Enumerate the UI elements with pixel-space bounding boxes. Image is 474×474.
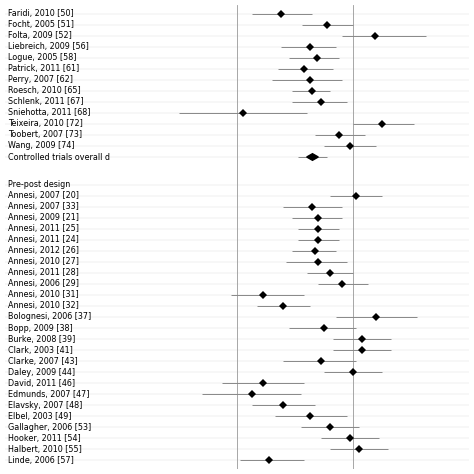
Text: Liebreich, 2009 [56]: Liebreich, 2009 [56] bbox=[8, 42, 89, 51]
Text: Roesch, 2010 [65]: Roesch, 2010 [65] bbox=[8, 86, 81, 95]
Text: Pre-post design: Pre-post design bbox=[8, 180, 70, 189]
Text: Annesi, 2010 [31]: Annesi, 2010 [31] bbox=[8, 291, 78, 300]
Text: Bopp, 2009 [38]: Bopp, 2009 [38] bbox=[8, 324, 73, 333]
Text: Sniehotta, 2011 [68]: Sniehotta, 2011 [68] bbox=[8, 109, 90, 118]
Text: Annesi, 2009 [21]: Annesi, 2009 [21] bbox=[8, 213, 79, 222]
Text: Bolognesi, 2006 [37]: Bolognesi, 2006 [37] bbox=[8, 312, 91, 321]
Text: Elavsky, 2007 [48]: Elavsky, 2007 [48] bbox=[8, 401, 82, 410]
Text: Perry, 2007 [62]: Perry, 2007 [62] bbox=[8, 75, 73, 84]
Text: Annesi, 2012 [26]: Annesi, 2012 [26] bbox=[8, 246, 79, 255]
Text: Clarke, 2007 [43]: Clarke, 2007 [43] bbox=[8, 356, 77, 365]
Text: Annesi, 2006 [29]: Annesi, 2006 [29] bbox=[8, 279, 79, 288]
Text: Elbel, 2003 [49]: Elbel, 2003 [49] bbox=[8, 412, 71, 421]
Text: Controlled trials overall d: Controlled trials overall d bbox=[8, 153, 109, 162]
Text: Wang, 2009 [74]: Wang, 2009 [74] bbox=[8, 141, 74, 150]
Text: Folta, 2009 [52]: Folta, 2009 [52] bbox=[8, 31, 72, 40]
Text: Annesi, 2010 [32]: Annesi, 2010 [32] bbox=[8, 301, 79, 310]
Text: Schlenk, 2011 [67]: Schlenk, 2011 [67] bbox=[8, 97, 83, 106]
Text: Edmunds, 2007 [47]: Edmunds, 2007 [47] bbox=[8, 390, 89, 399]
Text: Halbert, 2010 [55]: Halbert, 2010 [55] bbox=[8, 445, 82, 454]
Text: Daley, 2009 [44]: Daley, 2009 [44] bbox=[8, 368, 75, 377]
Text: Logue, 2005 [58]: Logue, 2005 [58] bbox=[8, 53, 76, 62]
Text: Annesi, 2011 [28]: Annesi, 2011 [28] bbox=[8, 268, 79, 277]
Text: Gallagher, 2006 [53]: Gallagher, 2006 [53] bbox=[8, 423, 91, 432]
Text: Annesi, 2011 [24]: Annesi, 2011 [24] bbox=[8, 235, 79, 244]
Text: Teixeira, 2010 [72]: Teixeira, 2010 [72] bbox=[8, 119, 82, 128]
Text: Clark, 2003 [41]: Clark, 2003 [41] bbox=[8, 346, 73, 355]
Text: Patrick, 2011 [61]: Patrick, 2011 [61] bbox=[8, 64, 79, 73]
Text: Annesi, 2010 [27]: Annesi, 2010 [27] bbox=[8, 257, 79, 266]
Text: Annesi, 2007 [20]: Annesi, 2007 [20] bbox=[8, 191, 79, 200]
Text: Faridi, 2010 [50]: Faridi, 2010 [50] bbox=[8, 9, 73, 18]
Text: David, 2011 [46]: David, 2011 [46] bbox=[8, 379, 75, 388]
Text: Annesi, 2011 [25]: Annesi, 2011 [25] bbox=[8, 224, 79, 233]
Text: Hooker, 2011 [54]: Hooker, 2011 [54] bbox=[8, 434, 81, 443]
Text: Focht, 2005 [51]: Focht, 2005 [51] bbox=[8, 20, 73, 29]
Text: Linde, 2006 [57]: Linde, 2006 [57] bbox=[8, 456, 73, 465]
Text: Annesi, 2007 [33]: Annesi, 2007 [33] bbox=[8, 202, 79, 211]
Text: Toobert, 2007 [73]: Toobert, 2007 [73] bbox=[8, 130, 82, 139]
Polygon shape bbox=[307, 154, 319, 160]
Text: Burke, 2008 [39]: Burke, 2008 [39] bbox=[8, 335, 75, 344]
